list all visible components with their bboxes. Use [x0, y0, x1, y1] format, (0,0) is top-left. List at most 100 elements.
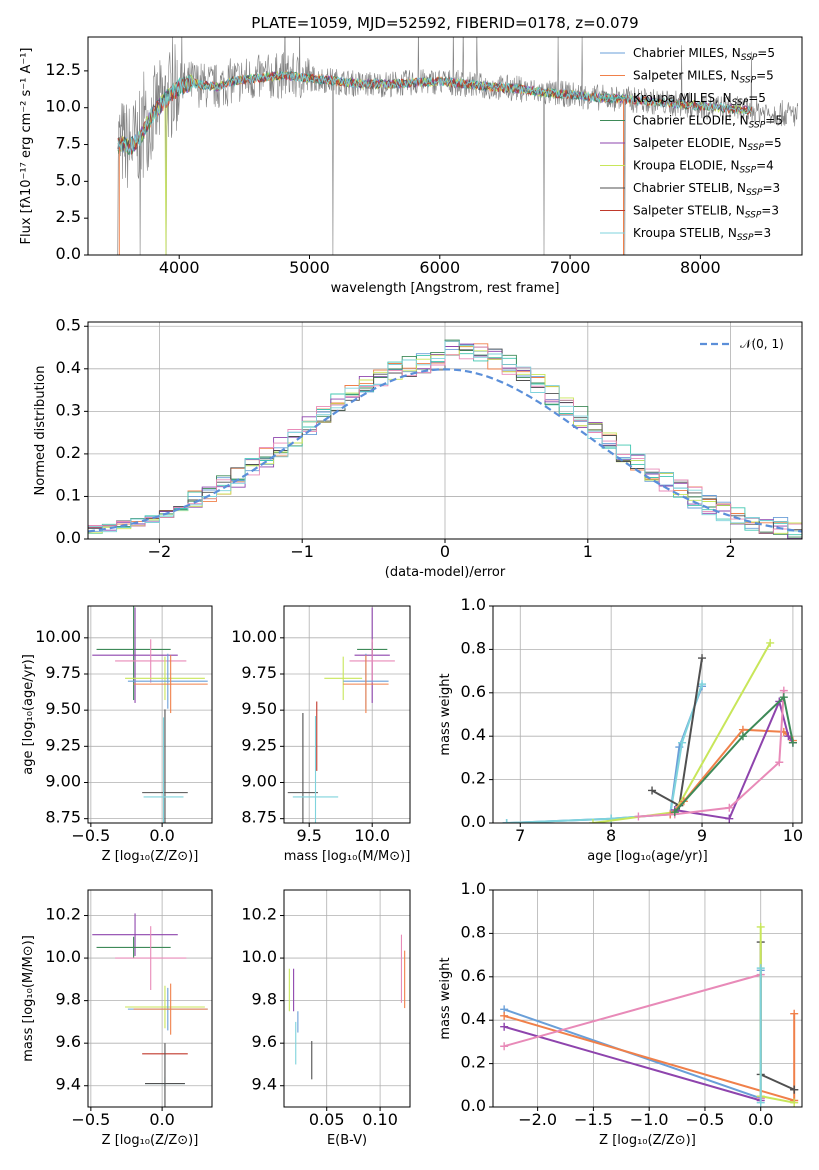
x-tick-label: 0.10: [362, 1110, 398, 1129]
x-tick-label: 9: [697, 826, 707, 845]
weight-marker: [678, 738, 687, 747]
x-tick-label: −2.0: [518, 1110, 557, 1129]
y-tick-label: 0.0: [461, 1096, 486, 1115]
y-tick-label: 0.0: [461, 812, 486, 831]
x-axis-label: age [log₁₀(age/yr)]: [587, 849, 708, 864]
weight-marker: [634, 812, 643, 821]
weight-marker: [756, 922, 765, 931]
x-axis-label: mass [log₁₀(M/M⊙)]: [284, 849, 411, 864]
y-tick-label: 0.2: [461, 769, 486, 788]
y-tick-label: 8.75: [241, 808, 277, 827]
legend-label: Salpeter STELIB, NSSP=3: [633, 204, 779, 221]
y-tick-label: 2.5: [56, 207, 81, 226]
y-tick-label: 0.6: [461, 966, 486, 985]
x-tick-label: −0.5: [71, 826, 110, 845]
x-tick-label: 0.05: [309, 1110, 345, 1129]
x-tick-label: −1.5: [574, 1110, 613, 1129]
y-tick-label: 7.5: [56, 134, 81, 153]
weight-line: [638, 690, 785, 818]
weight-marker: [779, 693, 788, 702]
weight-marker: [698, 654, 707, 663]
y-tick-label: 9.8: [56, 990, 81, 1009]
panel-mass-EBV: 0.05 0.10 9.4 9.6 9.8 10.0 10.2 E(B-V): [241, 889, 411, 1148]
y-tick-label: 0.8: [461, 922, 486, 941]
legend-label: Kroupa STELIB, NSSP=3: [633, 226, 771, 243]
residual-histogram: [88, 346, 802, 534]
panel-weight-Z: −2.0 −1.5 −1.0 −0.5 0.0 0.0 0.2 0.4 0.6 0.8 1.0 Z […: [438, 879, 803, 1148]
y-tick-label: 9.4: [56, 1075, 81, 1094]
weight-marker: [766, 638, 775, 647]
x-tick-label: −1: [290, 542, 314, 561]
weight-marker: [756, 964, 765, 973]
x-tick-label: −2: [148, 542, 172, 561]
x-tick-label: 4000: [159, 258, 200, 277]
y-tick-label: 0.0: [56, 244, 81, 263]
plot-area: [88, 339, 802, 539]
plot-area: [116, 37, 799, 255]
y-tick-label: 9.25: [45, 735, 81, 754]
weight-marker: [756, 1098, 765, 1107]
y-tick-label: 5.0: [56, 170, 81, 189]
plot-area: [287, 607, 395, 823]
y-tick-label: 0.5: [56, 315, 81, 334]
x-tick-label: 8000: [680, 258, 721, 277]
y-tick-label: 9.4: [252, 1075, 277, 1094]
weight-marker: [502, 819, 511, 823]
weight-marker: [500, 1042, 509, 1051]
panel-age-mass: 9.5 10.0 8.75 9.00 9.25 9.50 9.75 10.00 mass [lo…: [231, 605, 411, 864]
y-axis-label: mass weight: [438, 673, 453, 755]
y-tick-label: 10.0: [241, 947, 277, 966]
plot-area: [500, 922, 799, 1107]
y-tick-label: 10.0: [45, 97, 81, 116]
y-tick-label: 9.6: [56, 1032, 81, 1051]
x-axis-label: Z [log₁₀(Z/Z⊙)]: [102, 849, 199, 864]
panel-spectrum: Chabrier MILES, NSSP=5 Salpeter MILES, NS…: [19, 14, 803, 296]
weight-marker: [790, 1009, 799, 1018]
weight-marker: [648, 786, 657, 795]
weight-marker: [775, 758, 784, 767]
y-tick-label: 0.2: [461, 1053, 486, 1072]
y-tick-label: 0.4: [461, 1009, 486, 1028]
y-tick-label: 8.75: [45, 808, 81, 827]
y-tick-label: 0.4: [461, 725, 486, 744]
y-axis-label: mass [log₁₀(M/M⊙)]: [21, 935, 36, 1062]
weight-marker: [670, 808, 679, 817]
weight-marker: [500, 1011, 509, 1020]
axes-frame: [492, 889, 803, 1108]
chart-title: PLATE=1059, MJD=52592, FIBERID=0178, z=0…: [251, 14, 638, 32]
axes-frame: [87, 36, 803, 256]
y-axis-label: age [log₁₀(age/yr)]: [21, 654, 36, 775]
y-tick-label: 9.50: [241, 699, 277, 718]
x-tick-label: −0.5: [71, 1110, 110, 1129]
y-axis-label: Normed distribution: [33, 366, 48, 496]
weight-line: [759, 942, 795, 1091]
y-tick-label: 10.2: [45, 905, 81, 924]
y-axis-label: mass weight: [438, 957, 453, 1039]
x-tick-label: 0.0: [149, 1110, 174, 1129]
x-tick-label: 10.0: [354, 826, 390, 845]
y-tick-label: 10.2: [241, 905, 277, 924]
x-tick-label: 1: [583, 542, 593, 561]
legend-label: Kroupa ELODIE, NSSP=4: [633, 159, 774, 176]
plot-area: [502, 638, 797, 823]
x-tick-label: 7000: [550, 258, 591, 277]
model-spectrum: [117, 71, 753, 155]
weight-marker: [790, 1085, 799, 1094]
weight-marker: [790, 1098, 799, 1107]
axes-frame: [87, 889, 213, 1108]
observed-spectrum: [116, 37, 799, 255]
y-tick-label: 10.00: [35, 627, 81, 646]
y-tick-label: 0.6: [461, 682, 486, 701]
y-tick-label: 12.5: [45, 60, 81, 79]
y-tick-label: 1.0: [461, 879, 486, 898]
y-tick-label: 9.00: [45, 771, 81, 790]
y-tick-label: 9.8: [252, 990, 277, 1009]
x-tick-label: 0.0: [748, 1110, 773, 1129]
normal-curve: [88, 368, 802, 533]
legend-label: 𝒩(0, 1): [740, 337, 784, 351]
y-axis-label: Flux [fλ10⁻¹⁷ erg cm⁻² s⁻¹ A⁻¹]: [19, 48, 34, 245]
panel-weight-age: 7 8 9 10 0.0 0.2 0.4 0.6 0.8 1.0 age [log₁₀(age/yr…: [438, 595, 803, 864]
weight-marker: [725, 814, 734, 823]
y-tick-label: 9.00: [241, 771, 277, 790]
